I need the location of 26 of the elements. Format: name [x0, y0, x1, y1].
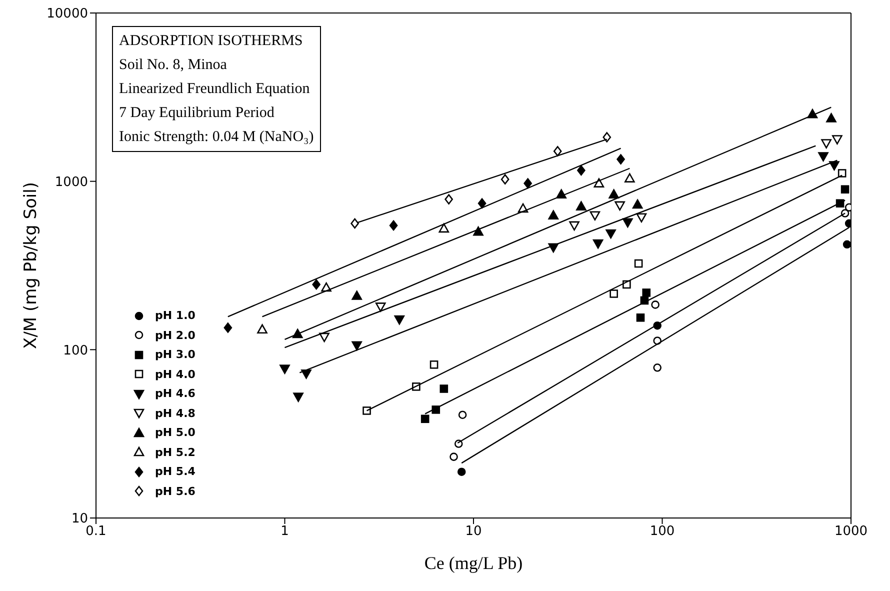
x-tick-label: 1000	[834, 524, 868, 540]
annotation: Soil No. 8, Minoa	[119, 56, 228, 75]
legend-label: pH 1.0	[155, 309, 196, 322]
legend-label: pH 4.8	[155, 406, 196, 420]
chart-title: ADSORPTION ISOTHERMS	[119, 33, 303, 49]
x-tick-label: 100	[650, 524, 675, 540]
x-tick-label: 0.1	[86, 524, 106, 540]
x-axis-title: Ce (mg/L Pb)	[424, 553, 523, 573]
legend-label: pH 2.0	[155, 328, 196, 342]
legend-label: pH 5.6	[155, 484, 196, 498]
y-axis-title: X/M (mg Pb/kg Soil)	[21, 182, 42, 349]
x-tick-label: 10	[465, 524, 482, 540]
y-tick-label: 100	[63, 343, 88, 358]
legend-label: pH 4.6	[155, 387, 196, 400]
legend-label: pH 5.0	[155, 426, 196, 440]
annotation: 7 Day Equilibrium Period	[119, 104, 276, 123]
legend-label: pH 3.0	[155, 348, 196, 362]
y-tick-label: 10000	[46, 6, 88, 22]
y-tick-label: 1000	[54, 174, 88, 190]
y-tick-label: 10	[71, 512, 88, 527]
annotation: Ionic Strength: 0.04 M (NaNO₃)	[119, 128, 314, 147]
annotation: Linearized Freundlich Equation	[119, 80, 311, 99]
legend-label: pH 4.0	[155, 368, 196, 381]
legend-label: pH 5.4	[155, 465, 196, 478]
legend-label: pH 5.2	[155, 446, 196, 459]
x-tick-label: 1	[280, 524, 289, 540]
